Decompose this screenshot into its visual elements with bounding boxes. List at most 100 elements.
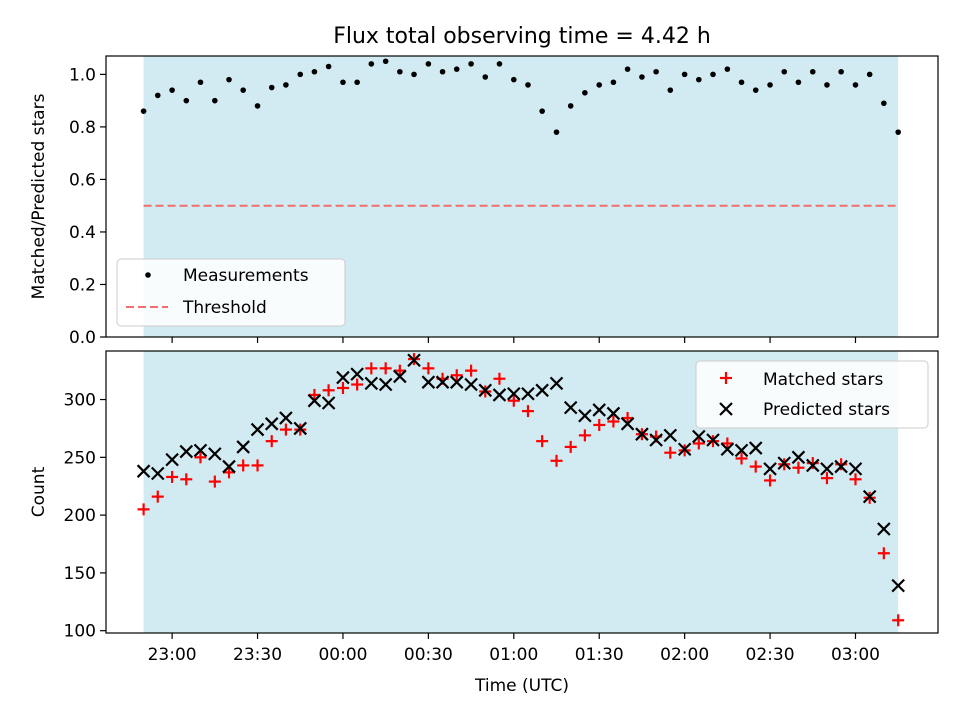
y-tick-label: 250: [64, 448, 96, 468]
predicted-star-point: [193, 443, 208, 458]
matched-star-point: [892, 614, 905, 627]
legend-measurements-label: Measurements: [183, 266, 309, 286]
predicted-star-point: [848, 462, 863, 476]
predicted-star-point: [421, 375, 436, 389]
count-x-ticks: 23:00 23:30 00:00 00:30 01:00 01:30 02:00 02:30…: [148, 633, 880, 665]
matched-star-point: [721, 437, 734, 450]
measurement-point: [738, 79, 745, 86]
matched-star-point: [521, 405, 534, 418]
measurement-point: [268, 84, 275, 91]
measurement-point: [311, 68, 318, 75]
predicted-star-point: [264, 417, 279, 431]
matched-star-point: [607, 415, 620, 428]
measurement-point: [539, 108, 545, 114]
predicted-star-point: [279, 411, 293, 425]
matched-star-point: [166, 470, 179, 483]
predicted-star-point: [378, 377, 393, 392]
x-tick-label: 02:00: [660, 645, 709, 665]
measurement-point: [567, 103, 574, 109]
y-tick-label: 300: [64, 391, 96, 411]
predicted-star-point: [862, 489, 877, 504]
measurement-point: [838, 68, 844, 75]
ratio-legend: Measurements Threshold: [116, 258, 346, 327]
matched-star-point: [465, 364, 478, 377]
predicted-star-point: [877, 522, 891, 536]
predicted-star-point: [692, 429, 706, 444]
predicted-star-point: [350, 367, 364, 381]
predicted-star-point: [521, 386, 535, 401]
matched-star-point: [664, 446, 677, 459]
measurement-point: [639, 74, 645, 80]
measurement-point: [696, 76, 702, 83]
measurement-point: [767, 82, 773, 88]
predicted-star-point: [649, 433, 663, 447]
count-panel: 100 150 200 250 300 23:00 23:30 00:00 00:30 01:0…: [29, 350, 939, 696]
matched-star-point: [493, 372, 506, 385]
x-tick-label: 01:30: [575, 645, 624, 665]
measurement-point: [397, 68, 403, 75]
measurement-point: [169, 87, 175, 93]
predicted-star-point: [307, 393, 322, 408]
predicted-star-point: [578, 408, 592, 423]
y-tick-label: 150: [64, 564, 96, 584]
predicted-star-point: [748, 441, 763, 455]
matched-star-point: [749, 460, 762, 473]
predicted-star-point: [136, 464, 151, 478]
matched-star-point: [550, 454, 563, 467]
matched-star-point: [536, 435, 549, 448]
measurement-point: [368, 61, 375, 67]
matched-star-point: [792, 461, 805, 474]
ratio-x-ticks: [171, 337, 857, 343]
predicted-star-point: [834, 459, 848, 474]
measurement-point: [226, 76, 232, 83]
x-tick-label: 00:00: [318, 645, 367, 665]
measurement-point: [824, 82, 830, 88]
predicted-star-point: [706, 433, 720, 447]
ratio-y-axis-label: Matched/Predicted stars: [29, 93, 49, 299]
predicted-star-point: [236, 440, 250, 454]
predicted-star-point: [763, 462, 777, 476]
matched-star-point: [365, 362, 378, 375]
predicted-star-point: [563, 400, 578, 415]
matched-star-point: [578, 429, 591, 442]
measurement-point: [425, 61, 432, 67]
count-legend: Matched stars Predicted stars: [695, 360, 929, 429]
measurement-point: [781, 68, 788, 75]
matched-star-point: [593, 418, 606, 431]
measurement-point: [895, 129, 901, 135]
matched-star-point: [237, 459, 250, 472]
predicted-star-point: [805, 458, 820, 473]
x-tick-label: 23:30: [233, 645, 282, 665]
measurement-point: [795, 79, 802, 86]
measurement-point: [297, 71, 304, 78]
predicted-star-point: [449, 375, 464, 389]
predicted-star-point: [677, 442, 692, 457]
y-tick-label: 0.2: [69, 275, 96, 295]
matched-star-point: [151, 490, 164, 503]
ratio-panel-frame: [105, 55, 939, 338]
matched-star-point: [137, 503, 150, 516]
predicted-star-point: [592, 403, 606, 417]
predicted-star-point: [435, 375, 450, 389]
x-tick-label: 01:00: [489, 645, 538, 665]
predicted-star-point: [635, 427, 649, 441]
matched-star-point: [564, 440, 577, 453]
matched-star-point: [223, 466, 236, 479]
measurement-point: [283, 82, 289, 88]
predicted-star-point: [293, 421, 308, 436]
predicted-star-point: [321, 396, 336, 410]
predicted-star-point: [492, 388, 507, 402]
legend-predicted-label: Predicted stars: [763, 400, 890, 420]
count-legend-box: [695, 360, 929, 429]
legend-matched-marker: [720, 372, 732, 384]
predicted-star-point: [364, 376, 379, 391]
measurement-point: [382, 58, 389, 65]
predicted-star-point: [791, 450, 806, 465]
predicted-star-point: [620, 417, 635, 431]
matched-star-point: [764, 474, 777, 487]
predicted-star-point: [734, 443, 749, 458]
predicted-star-point: [820, 462, 834, 476]
measurement-point: [710, 71, 716, 78]
matched-star-point: [180, 473, 193, 486]
